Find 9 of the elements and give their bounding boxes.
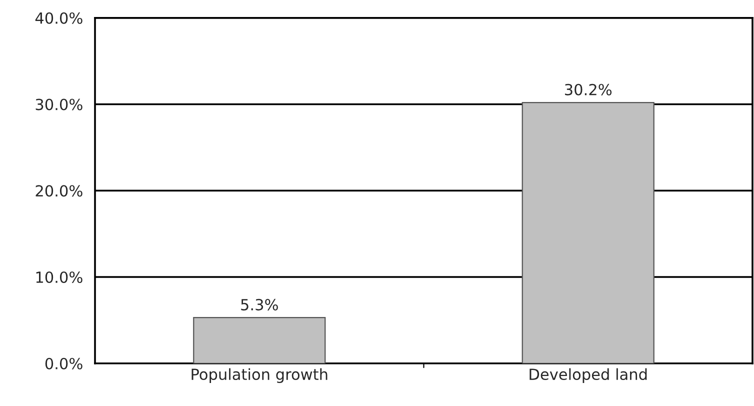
- y-tick-label: 30.0%: [36, 98, 82, 110]
- y-tick-label: 20.0%: [36, 185, 82, 197]
- y-tick-label: 40.0%: [35, 12, 82, 24]
- y-tick-label: 0.0%: [45, 358, 82, 370]
- data-label: 5.3%: [241, 298, 278, 310]
- y-tick-label: 10.0%: [36, 271, 82, 284]
- data-label: 30.2%: [565, 84, 612, 96]
- x-tick-label: Population growth: [192, 368, 328, 384]
- x-tick-label: Developed land: [530, 368, 647, 384]
